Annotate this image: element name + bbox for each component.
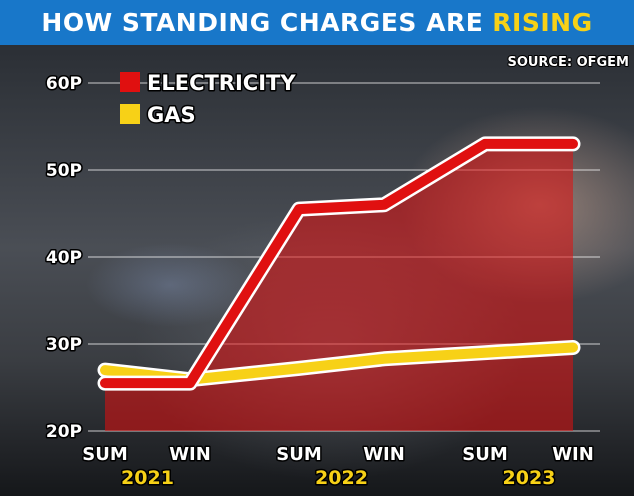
year-label-2023: 2023 bbox=[503, 467, 556, 489]
y-tick-label-60: 60P bbox=[46, 74, 82, 94]
electricity-legend-swatch bbox=[120, 72, 140, 92]
x-axis-labels: SUM WIN SUM WIN SUM WIN bbox=[81, 443, 596, 467]
x-tick-label-4: SUM bbox=[462, 444, 508, 465]
legend: ELECTRICITY GAS bbox=[120, 70, 298, 129]
y-tick-label-20: 20P bbox=[46, 422, 82, 442]
y-tick-label-30: 30P bbox=[46, 335, 82, 355]
year-labels: 2021 2022 2023 bbox=[120, 466, 557, 491]
electricity-legend-label: ELECTRICITY bbox=[147, 71, 296, 95]
gas-legend-swatch bbox=[120, 104, 140, 124]
chart-title-main: HOW STANDING CHARGES ARE bbox=[41, 8, 484, 37]
y-tick-label-40: 40P bbox=[46, 248, 82, 268]
chart-title-highlight: RISING bbox=[492, 8, 593, 37]
chart-title: HOW STANDING CHARGES ARE RISING bbox=[0, 0, 634, 45]
x-tick-label-1: WIN bbox=[169, 444, 211, 465]
gas-legend-label: GAS bbox=[147, 103, 196, 127]
x-tick-label-0: SUM bbox=[82, 444, 128, 465]
electricity-line bbox=[100, 138, 578, 389]
x-tick-label-2: SUM bbox=[276, 444, 322, 465]
y-axis-labels: 20P 30P 40P 50P 60P bbox=[44, 73, 83, 444]
source-label: SOURCE: OFGEM bbox=[507, 55, 629, 70]
x-tick-label-5: WIN bbox=[552, 444, 594, 465]
x-tick-label-3: WIN bbox=[363, 444, 405, 465]
year-label-2022: 2022 bbox=[315, 467, 368, 489]
y-tick-label-50: 50P bbox=[46, 161, 82, 181]
series-lines bbox=[97, 136, 581, 391]
year-label-2021: 2021 bbox=[121, 467, 174, 489]
